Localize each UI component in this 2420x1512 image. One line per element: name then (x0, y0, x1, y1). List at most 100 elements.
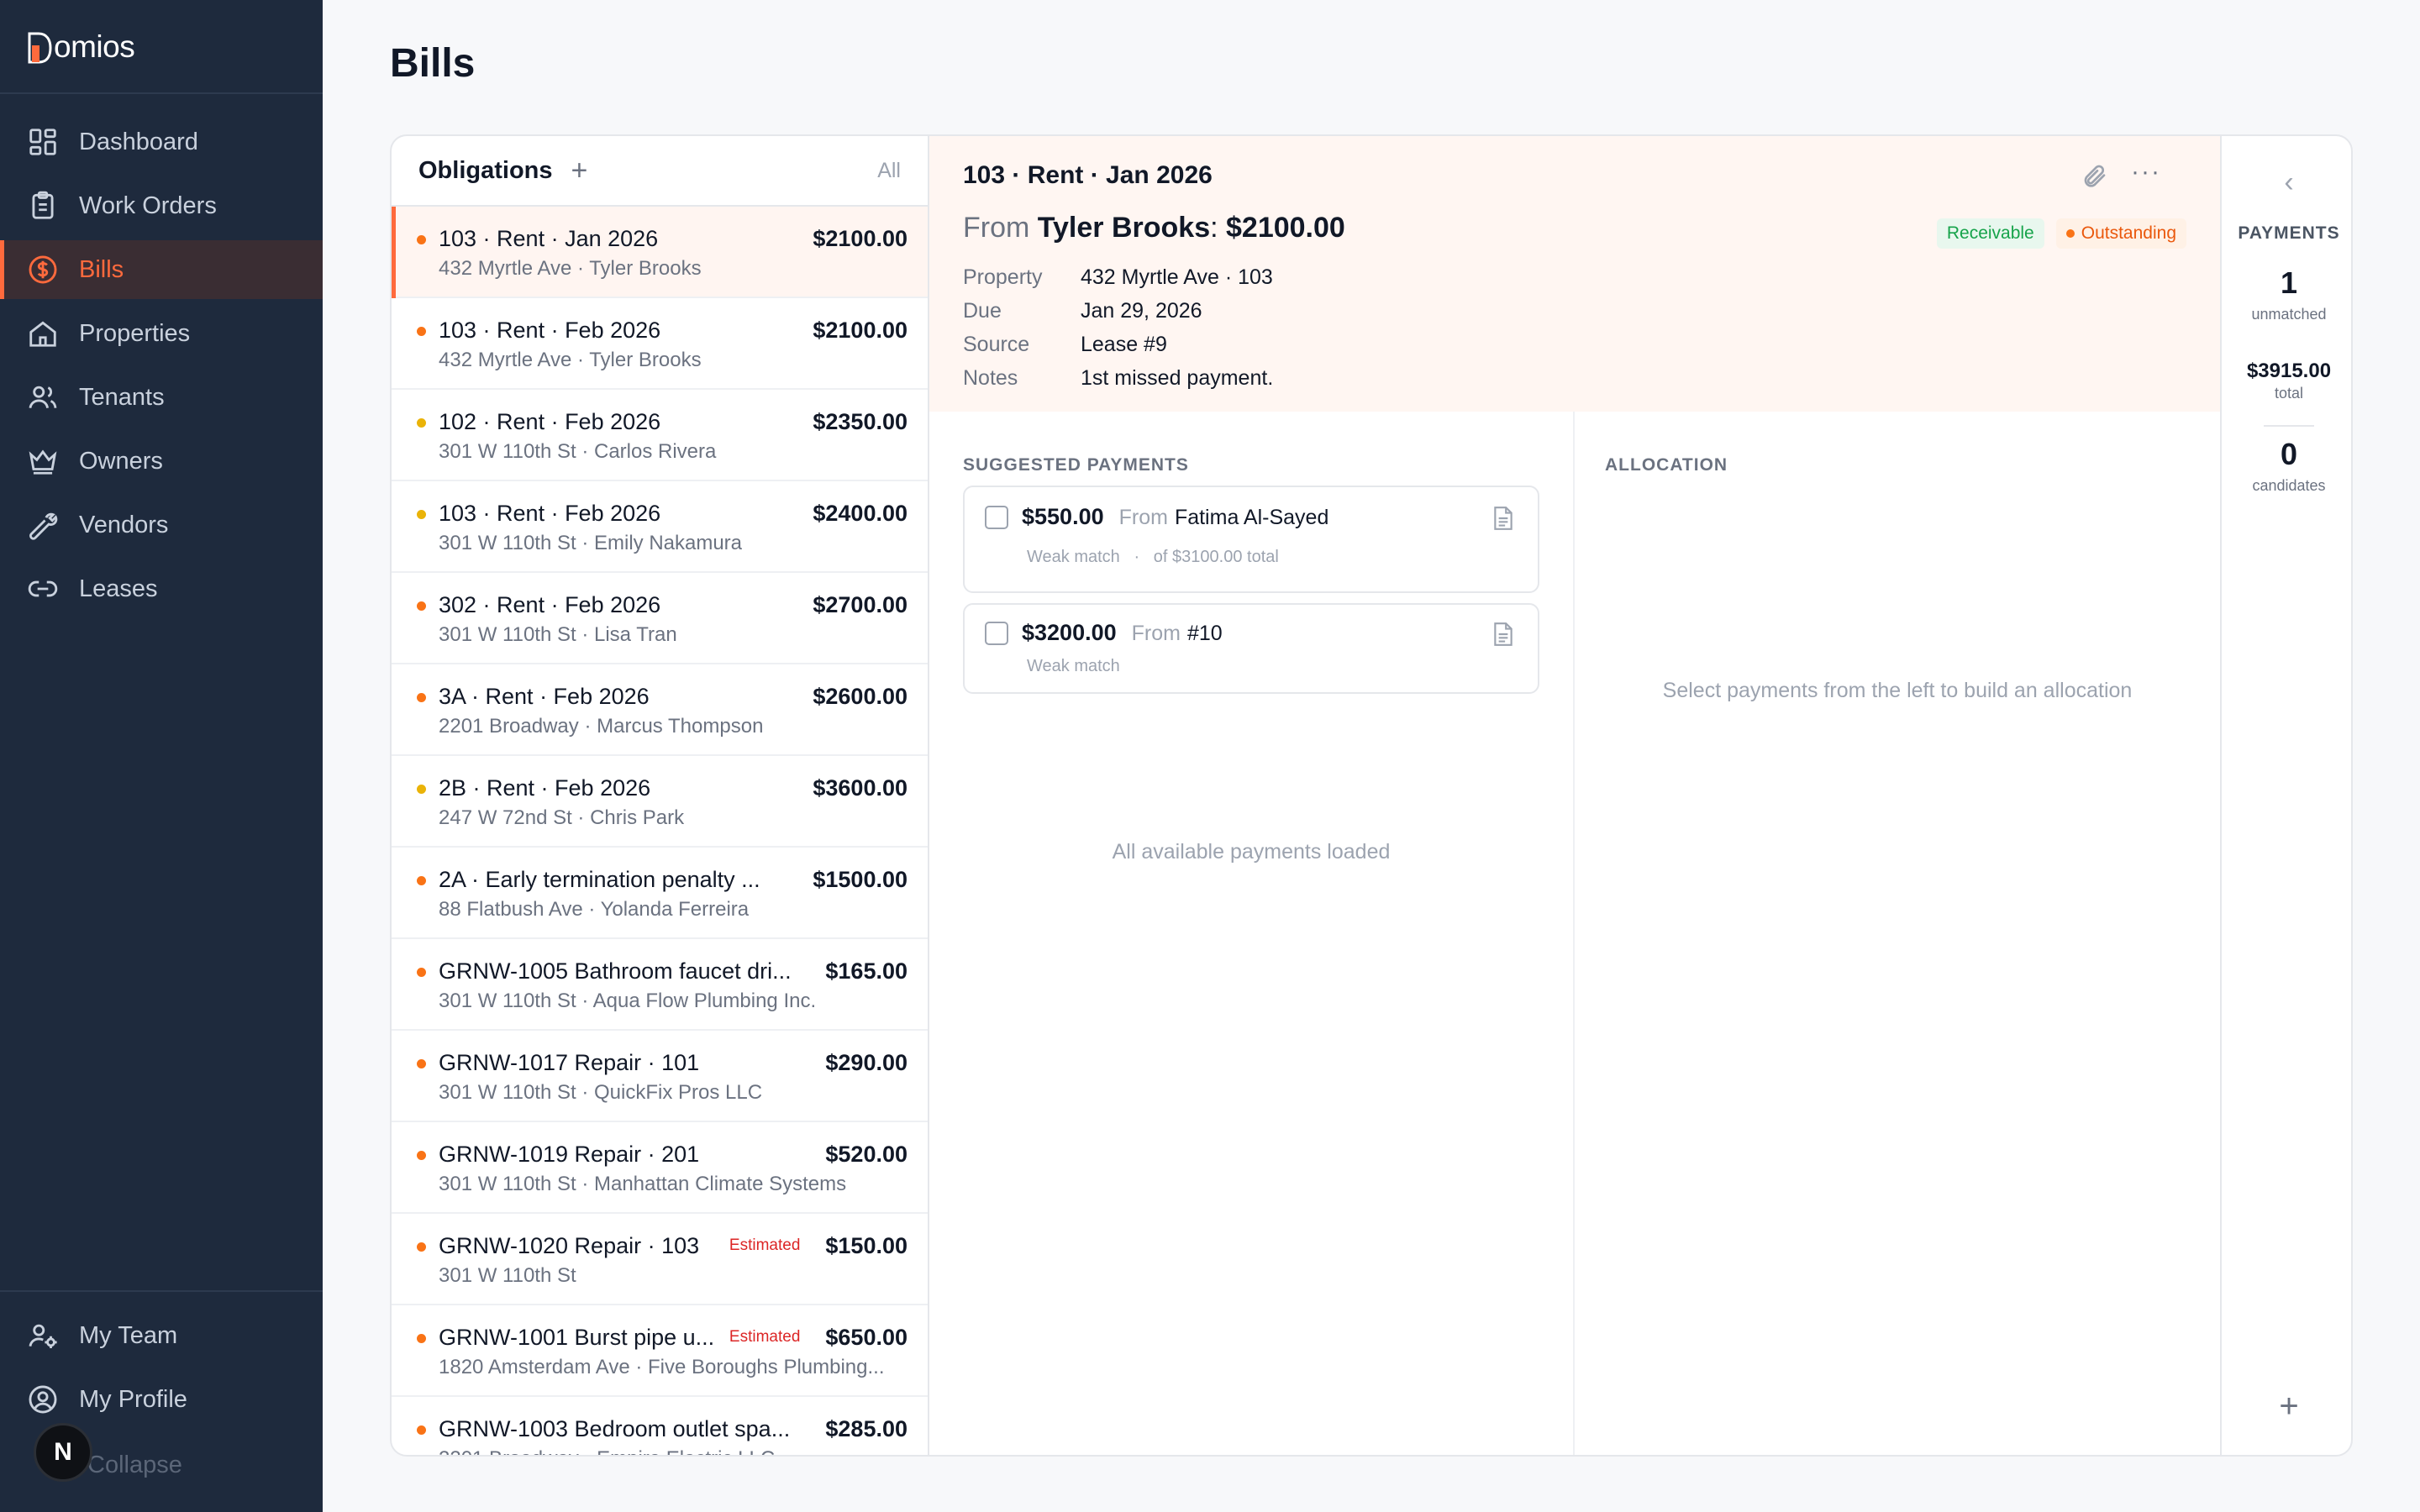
status-dot (417, 418, 426, 428)
nav-item-vendors[interactable]: Vendors (0, 496, 323, 554)
obligation-amount: $2400.00 (813, 500, 908, 526)
obligation-title: GRNW-1017 Repair · 101 (439, 1049, 700, 1075)
status-dot (417, 876, 426, 885)
sidebar-divider (0, 1290, 323, 1292)
suggested-payments: SUGGESTED PAYMENTS $550.00 From Fatima A… (929, 412, 1575, 1455)
nav-item-my-team[interactable]: My Team (0, 1306, 323, 1365)
payment-meta: Weak match · of $3100.00 total (1027, 548, 1279, 567)
nav-item-label: Vendors (79, 511, 169, 538)
more-options-icon[interactable]: ··· (2131, 158, 2161, 186)
document-icon[interactable] (1492, 622, 1514, 647)
status-dot (417, 785, 426, 794)
payments-loaded-text: All available payments loaded (1112, 840, 1391, 864)
obligation-subtitle: 301 W 110th St · Emily Nakamura (439, 532, 743, 554)
status-dot (417, 968, 426, 977)
avatar[interactable]: N (34, 1423, 92, 1482)
nav-item-label: Owners (79, 447, 163, 475)
nav-item-owners[interactable]: Owners (0, 432, 323, 491)
nav-item-dashboard[interactable]: Dashboard (0, 113, 323, 171)
payment-checkbox[interactable] (985, 622, 1008, 645)
detail-fields: Property 432 Myrtle Ave · 103 Due Jan 29, 2… (963, 260, 1273, 395)
add-obligation-button[interactable]: + (571, 155, 588, 186)
obligation-amount: $290.00 (825, 1049, 908, 1075)
obligation-subtitle: 247 W 72nd St · Chris Park (439, 806, 685, 829)
paperclip-icon[interactable] (2081, 163, 2107, 190)
obligation-amount: $2100.00 (813, 317, 908, 343)
field-value: Jan 29, 2026 (1081, 298, 1202, 323)
obligation-row[interactable]: GRNW-1019 Repair · 201 $520.00 301 W 110th… (392, 1122, 928, 1214)
nav-item-bills[interactable]: Bills (0, 240, 323, 299)
obligation-amount: $2700.00 (813, 591, 908, 617)
obligation-amount: $285.00 (825, 1415, 908, 1441)
detail-title: 103 · Rent · Jan 2026 (963, 161, 1213, 189)
collapse-button[interactable]: Collapse (87, 1452, 182, 1478)
obligation-title: GRNW-1020 Repair · 103 (439, 1232, 700, 1258)
document-icon[interactable] (1492, 506, 1514, 531)
chevron-left-icon[interactable]: ‹ (2284, 166, 2294, 198)
field-key: Due (963, 298, 1002, 323)
payment-card[interactable]: $550.00 From Fatima Al-Sayed Weak match … (963, 486, 1539, 593)
from-name: Tyler Brooks (1037, 212, 1211, 244)
status-dot (417, 1425, 426, 1435)
obligation-row[interactable]: 103 · Rent · Jan 2026 $2100.00 432 Myrtle … (392, 207, 928, 298)
payment-total: of $3100.00 total (1153, 548, 1279, 566)
add-payment-button[interactable]: + (2279, 1388, 2299, 1425)
field-value: 1st missed payment. (1081, 365, 1274, 390)
payment-meta: Weak match (1027, 657, 1120, 676)
nav-item-leases[interactable]: Leases (0, 559, 323, 618)
user-gear-icon (27, 1320, 59, 1352)
obligation-row[interactable]: 2A · Early termination penalty ... $1500.… (392, 848, 928, 939)
nav-item-label: Work Orders (79, 192, 217, 219)
payment-checkbox[interactable] (985, 506, 1008, 529)
obligation-row[interactable]: GRNW-1017 Repair · 101 $290.00 301 W 110th… (392, 1031, 928, 1122)
obligation-row[interactable]: GRNW-1020 Repair · 103 Estimated $150.00 30… (392, 1214, 928, 1305)
meta-separator: · (1134, 548, 1140, 566)
obligation-title: GRNW-1019 Repair · 201 (439, 1141, 700, 1167)
obligation-row[interactable]: 302 · Rent · Feb 2026 $2700.00 301 W 110th… (392, 573, 928, 664)
allocation-panel: ALLOCATION Select payments from the left… (1575, 412, 2220, 1455)
sidebar-divider (0, 92, 323, 94)
nav-item-label: My Team (79, 1321, 178, 1349)
detail-header: 103 · Rent · Jan 2026 ··· From Tyler Bro… (929, 136, 2220, 412)
status-dot (417, 601, 426, 611)
filter-all-button[interactable]: All (877, 158, 901, 182)
payment-from-name: Fatima Al-Sayed (1174, 506, 1329, 529)
obligation-row[interactable]: 103 · Rent · Feb 2026 $2100.00 432 Myrtle … (392, 298, 928, 390)
allocation-empty-text: Select payments from the left to build a… (1662, 679, 2133, 702)
obligation-row[interactable]: GRNW-1003 Bedroom outlet spa... $285.00 22… (392, 1397, 928, 1455)
payment-amount: $550.00 (1022, 504, 1104, 529)
brand-logo[interactable]: omios (27, 29, 135, 66)
obligation-row[interactable]: GRNW-1001 Burst pipe u... Estimated $650.0… (392, 1305, 928, 1397)
obligation-subtitle: 432 Myrtle Ave · Tyler Brooks (439, 349, 702, 371)
payment-from-label: From (1131, 622, 1181, 645)
obligation-amount: $650.00 (825, 1324, 908, 1350)
obligation-row[interactable]: 3A · Rent · Feb 2026 $2600.00 2201 Broadwa… (392, 664, 928, 756)
obligation-title: GRNW-1001 Burst pipe u... (439, 1324, 715, 1350)
status-dot (417, 693, 426, 702)
page-title: Bills (390, 41, 476, 86)
clipboard-icon (27, 190, 59, 222)
unmatched-label: unmatched (2251, 306, 2327, 323)
obligations-header: Obligations + All (392, 136, 928, 207)
nav-item-tenants[interactable]: Tenants (0, 368, 323, 427)
nav-item-work-orders[interactable]: Work Orders (0, 176, 323, 235)
obligation-row[interactable]: GRNW-1005 Bathroom faucet dri... $165.00 3… (392, 939, 928, 1031)
nav-item-properties[interactable]: Properties (0, 304, 323, 363)
detail-field: Property 432 Myrtle Ave · 103 (963, 260, 1273, 294)
logo-mark-icon (27, 30, 52, 64)
obligation-row[interactable]: 2B · Rent · Feb 2026 $3600.00 247 W 72nd S… (392, 756, 928, 848)
obligation-subtitle: 1820 Amsterdam Ave · Five Boroughs Plumb… (439, 1356, 885, 1378)
obligation-title: 103 · Rent · Feb 2026 (439, 500, 661, 526)
candidates-count: 0 (2280, 437, 2298, 471)
field-key: Source (963, 332, 1030, 356)
obligation-row[interactable]: 102 · Rent · Feb 2026 $2350.00 301 W 110th… (392, 390, 928, 481)
payment-card[interactable]: $3200.00 From #10 Weak match (963, 603, 1539, 694)
obligation-title: 2A · Early termination penalty ... (439, 866, 760, 892)
match-label: Weak match (1027, 657, 1120, 675)
receivable-badge: Receivable (1936, 218, 2044, 249)
obligation-subtitle: 301 W 110th St · Aqua Flow Plumbing Inc. (439, 990, 817, 1012)
obligation-row[interactable]: 103 · Rent · Feb 2026 $2400.00 301 W 110th… (392, 481, 928, 573)
payment-from-name: #10 (1186, 622, 1223, 645)
obligation-subtitle: 2201 Broadway · Empire Electric LLC (439, 1447, 908, 1455)
nav-item-my-profile[interactable]: My Profile (0, 1370, 323, 1429)
